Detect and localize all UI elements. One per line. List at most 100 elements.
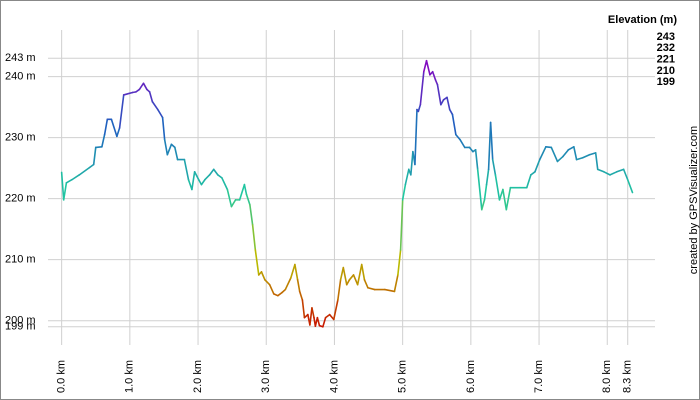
profile-segment — [401, 183, 407, 201]
profile-segment — [339, 266, 345, 281]
profile-segment — [352, 274, 359, 286]
profile-segment — [197, 178, 203, 186]
profile-segment — [289, 263, 296, 279]
profile-segment — [337, 279, 342, 301]
profile-segment — [243, 183, 248, 196]
profile-segment — [483, 183, 488, 201]
profile-segment — [616, 168, 625, 173]
profile-segment — [436, 83, 442, 106]
profile-segment — [309, 307, 313, 326]
profile-segment — [277, 291, 283, 297]
profile-segment — [264, 279, 271, 286]
profile-segment — [101, 133, 106, 148]
profile-segment — [294, 263, 299, 281]
profile-segment — [440, 99, 445, 106]
profile-segment — [626, 178, 634, 194]
profile-segment — [221, 177, 229, 191]
x-tick-label: 6.0 km — [465, 360, 477, 393]
profile-segment — [324, 313, 331, 319]
profile-segment — [78, 166, 91, 176]
profile-segment — [485, 168, 490, 186]
profile-segment — [468, 146, 474, 153]
profile-segment — [322, 316, 327, 328]
y-tick-label: 243 m — [5, 52, 36, 64]
profile-segment — [534, 158, 541, 173]
profile-segment — [138, 82, 145, 91]
y-tick-label: 220 m — [5, 193, 36, 205]
profile-segment — [581, 153, 591, 159]
profile-segment — [530, 171, 536, 176]
profile-segment — [397, 249, 402, 276]
profile-segment — [311, 307, 315, 319]
profile-segment — [476, 168, 483, 211]
profile-segment — [404, 168, 410, 186]
profile-segment — [238, 183, 246, 201]
x-tick-label: 8.3 km — [622, 360, 634, 393]
profile-segment — [434, 78, 439, 86]
profile-segment — [103, 118, 109, 136]
profile-segment — [545, 145, 553, 149]
legend-entry: 199 — [657, 76, 675, 88]
profile-segment — [212, 168, 219, 176]
profile-segment — [187, 178, 193, 191]
profile-segment — [208, 168, 215, 176]
legend-entry: 243 — [657, 31, 675, 43]
profile-segment — [163, 138, 169, 156]
credit: created by GPSVisualizer.com — [688, 126, 700, 274]
profile-segment — [494, 174, 501, 201]
profile-segment — [360, 263, 366, 281]
x-tick-label: 3.0 km — [260, 360, 272, 393]
profile-segment — [230, 199, 237, 208]
profile-segment — [562, 149, 570, 158]
profile-segment — [538, 145, 547, 161]
profile-segment — [603, 171, 611, 176]
profile-segment — [550, 146, 559, 163]
profile-segment — [399, 199, 404, 251]
profile-segment — [316, 316, 321, 327]
profile-segment — [193, 171, 200, 181]
profile-segment — [451, 113, 457, 136]
profile-segment — [489, 121, 494, 161]
profile-segment — [174, 146, 179, 161]
profile-segment — [110, 118, 118, 138]
profile-segment — [296, 279, 301, 293]
profile-segment — [245, 193, 251, 206]
x-tick-label: 8.0 km — [601, 360, 613, 393]
profile-segment — [298, 290, 304, 301]
profile-segment — [251, 224, 257, 251]
profile-segment — [448, 108, 454, 116]
profile-segment — [414, 108, 418, 166]
profile-segment — [502, 188, 508, 211]
profile-segment — [92, 146, 97, 166]
profile-segment — [301, 299, 306, 319]
legend-entry: 232 — [657, 42, 675, 54]
profile-segment — [431, 70, 437, 81]
profile-segment — [268, 283, 275, 295]
profile-segment — [284, 277, 292, 291]
profile-segment — [342, 266, 348, 286]
y-tick-label: 210 m — [5, 254, 36, 266]
profile-segment — [118, 94, 125, 129]
profile-segment — [65, 178, 73, 184]
x-tick-label: 5.0 km — [397, 360, 409, 393]
profile-segment — [157, 108, 164, 119]
legend-entry: 221 — [657, 54, 675, 66]
profile-segment — [260, 271, 266, 281]
profile-segment — [332, 299, 339, 321]
x-tick-label: 2.0 km — [192, 360, 204, 393]
y-tick-label: 240 m — [5, 71, 36, 83]
profile-segment — [60, 171, 65, 201]
profile-segment — [459, 138, 466, 149]
profile-segment — [525, 174, 532, 189]
x-tick-label: 1.0 km — [124, 360, 136, 393]
profile-segment — [191, 171, 196, 191]
profile-segment — [609, 171, 618, 176]
y-tick-label: 200 m — [5, 315, 36, 327]
profile-segment — [498, 188, 504, 201]
profile-segment — [588, 152, 597, 156]
profile-segment — [622, 168, 629, 181]
profile-segment — [480, 199, 486, 211]
profile-segment — [573, 145, 578, 161]
